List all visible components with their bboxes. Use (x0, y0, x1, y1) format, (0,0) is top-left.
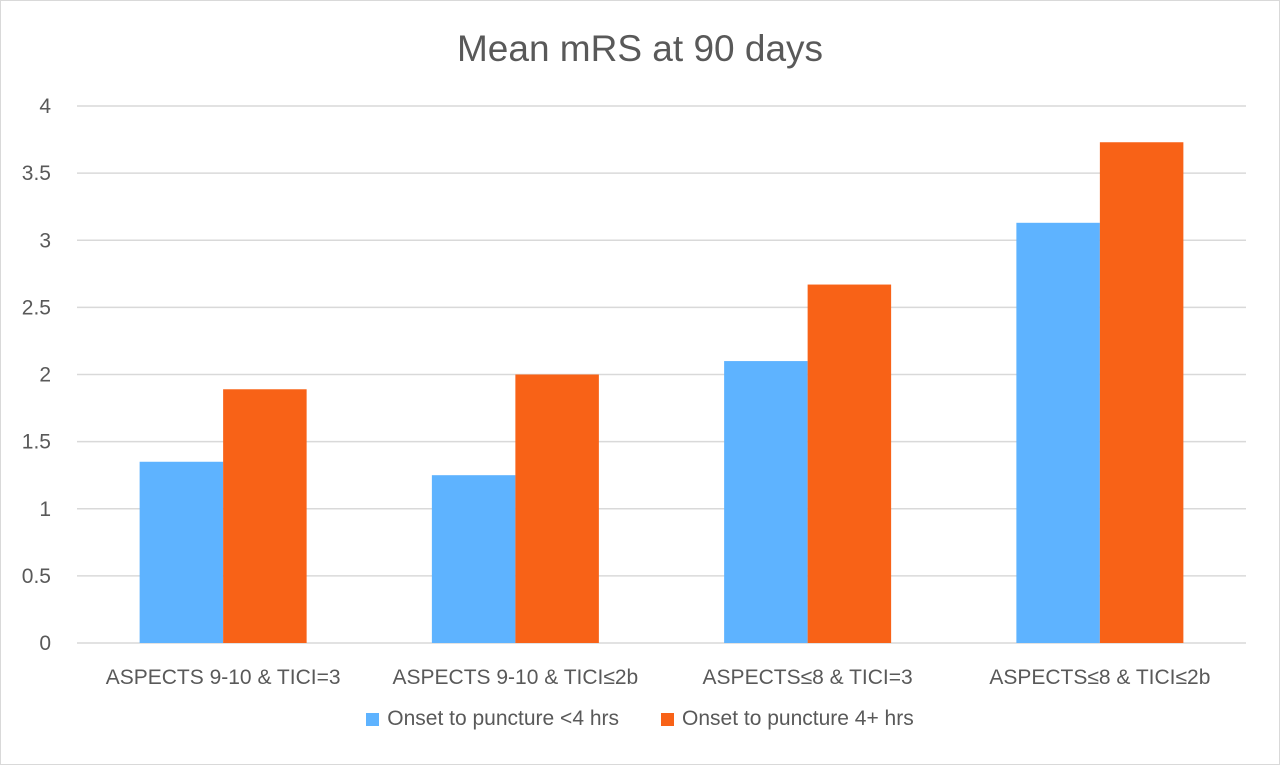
legend: Onset to puncture <4 hrs Onset to punctu… (0, 707, 1280, 731)
legend-item-series-2: Onset to puncture 4+ hrs (661, 707, 914, 731)
legend-swatch-series-1 (366, 712, 380, 726)
legend-swatch-series-2 (661, 712, 674, 726)
bar-series-2-category-1 (223, 389, 307, 643)
bar-series-1-category-4 (1016, 222, 1100, 644)
bar-series-2-category-4 (1099, 142, 1184, 643)
bar-series-2-category-3 (807, 284, 892, 643)
y-axis-ticks: 0 0.5 1 1.5 2 2.5 3 3.5 4 (22, 95, 52, 655)
y-tick-label: 2 (39, 364, 51, 387)
bar-series-1-category-2 (431, 475, 516, 643)
y-tick-label: 0.5 (22, 565, 51, 588)
category-label: ASPECTS≤8 & TICI≤2b (989, 666, 1210, 689)
legend-label-series-2: Onset to puncture 4+ hrs (682, 707, 914, 730)
category-label: ASPECTS≤8 & TICI=3 (703, 666, 913, 689)
category-label: ASPECTS 9-10 & TICI=3 (106, 666, 341, 689)
chart-title: Mean mRS at 90 days (456, 28, 824, 69)
category-label: ASPECTS 9-10 & TICI≤2b (393, 666, 639, 689)
bar-series-2-category-2 (515, 374, 599, 643)
y-tick-label: 3 (39, 229, 51, 252)
y-tick-label: 1 (39, 498, 51, 521)
bar-chart: 00.511.522.533.54 ASPECTS 9-10 & TICI=3 A… (22, 95, 1246, 689)
y-tick-label: 0 (39, 632, 51, 655)
legend-label-series-1: Onset to puncture <4 hrs (387, 707, 619, 730)
y-tick-label: 4 (39, 95, 51, 118)
bars (139, 142, 1184, 644)
y-tick-label: 2.5 (22, 296, 51, 319)
legend-item-series-1: Onset to puncture <4 hrs (366, 707, 619, 731)
x-axis-categories: ASPECTS 9-10 & TICI=3 ASPECTS 9-10 & TICI… (106, 666, 1211, 689)
bar-series-1-category-3 (724, 361, 808, 643)
y-tick-label: 3.5 (22, 162, 51, 185)
y-tick-label: 1.5 (22, 431, 51, 454)
bar-series-1-category-1 (139, 461, 224, 643)
